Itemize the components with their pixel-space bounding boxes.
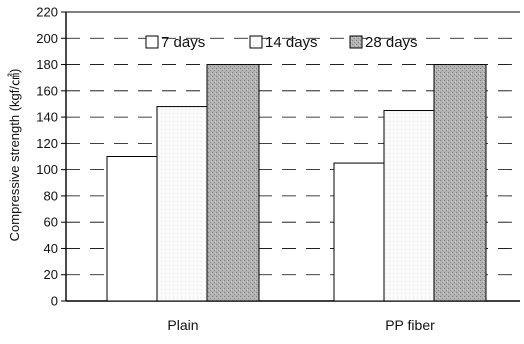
y-axis: 0 20 40 60 80 100 120 140 160 180 200 220: [36, 5, 66, 309]
y-tick-label: 140: [36, 110, 58, 125]
bar-14-days-1: [383, 110, 437, 302]
legend-label: 28 days: [365, 34, 418, 51]
y-tick-label: 40: [44, 241, 58, 256]
bars: [106, 64, 487, 302]
legend-label: 7 days: [161, 34, 205, 51]
legend-label: 14 days: [265, 34, 318, 51]
legend-swatch: [249, 35, 263, 49]
bar-28-days-1: [433, 64, 487, 302]
x-axis: Plain PP fiber: [167, 317, 435, 333]
y-tick-label: 20: [44, 267, 58, 282]
bar-14-days-0: [156, 106, 210, 302]
bar-28-days-0: [206, 64, 260, 302]
legend-swatch: [145, 35, 159, 49]
y-axis-label: Compressive strength (kgf/㎠): [7, 69, 22, 242]
x-category-label: PP fiber: [385, 317, 435, 333]
legend: 7 days 14 days 28 days: [145, 34, 418, 51]
legend-swatch: [349, 35, 363, 49]
y-tick-label: 200: [36, 31, 58, 46]
y-tick-label: 180: [36, 57, 58, 72]
y-tick-label: 120: [36, 136, 58, 151]
y-tick-label: 0: [51, 294, 58, 309]
y-tick-label: 220: [36, 5, 58, 20]
y-tick-label: 60: [44, 215, 58, 230]
bar-7-days-1: [333, 162, 387, 302]
y-tick-label: 80: [44, 188, 58, 203]
x-category-label: Plain: [167, 317, 198, 333]
y-tick-label: 160: [36, 83, 58, 98]
bar-7-days-0: [106, 156, 160, 302]
y-tick-label: 100: [36, 162, 58, 177]
